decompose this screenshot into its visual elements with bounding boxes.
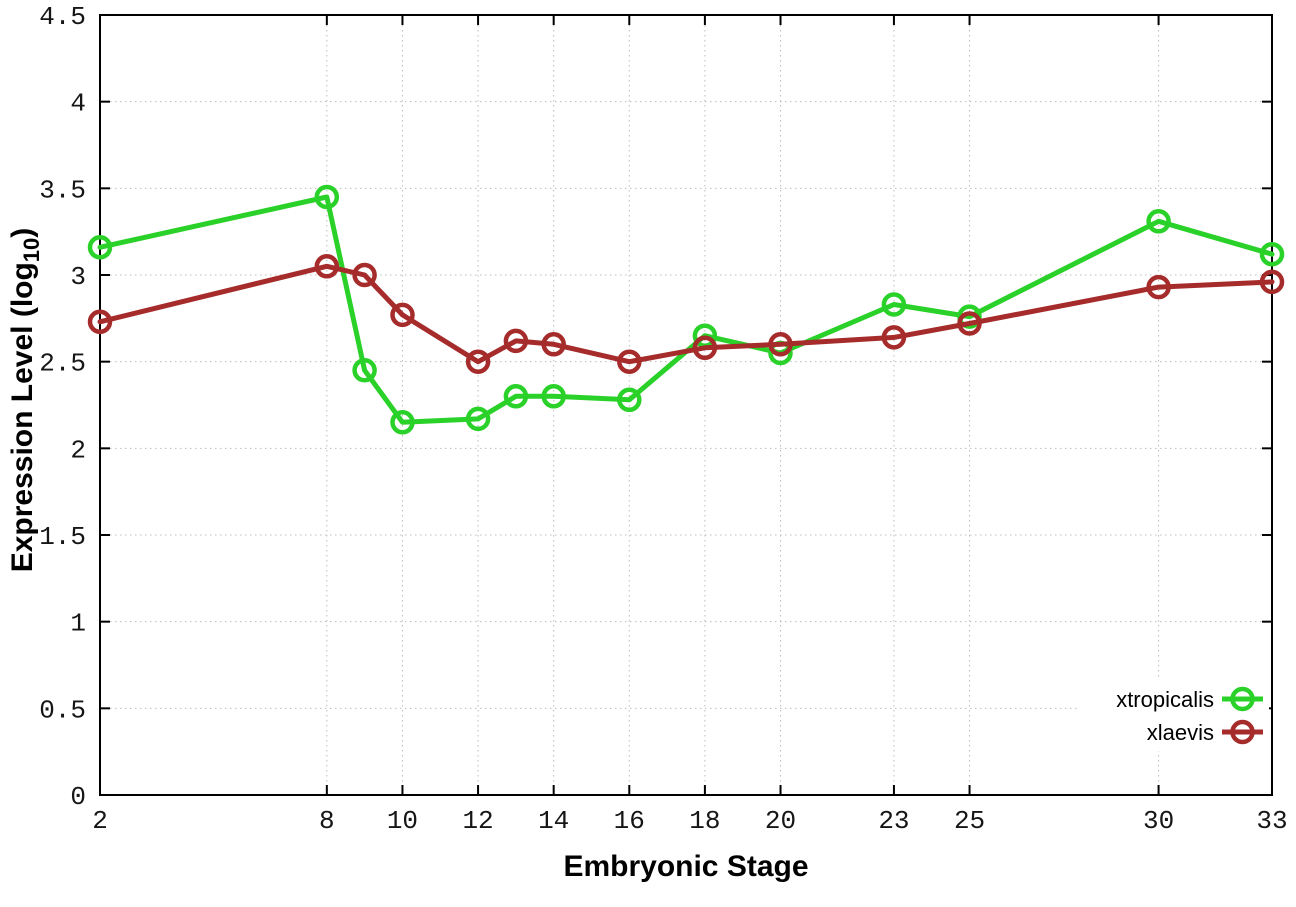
data-point-xlaevis xyxy=(957,311,982,336)
data-point-xtropicalis xyxy=(881,292,907,317)
y-tick-label: 1.5 xyxy=(39,522,86,552)
data-point-xtropicalis xyxy=(617,387,642,413)
series-line-xtropicalis xyxy=(97,194,1275,425)
x-tick-label: 12 xyxy=(462,806,493,836)
data-point-xtropicalis xyxy=(541,384,566,409)
data-point-xtropicalis xyxy=(503,384,529,409)
x-tick-label: 30 xyxy=(1143,806,1174,836)
data-point-xlaevis xyxy=(465,349,491,374)
x-tick-label: 20 xyxy=(765,806,796,836)
data-point-xtropicalis xyxy=(390,410,415,435)
data-point-xlaevis xyxy=(617,349,642,374)
y-tick-label: 2.5 xyxy=(39,349,86,379)
x-tick-label: 25 xyxy=(954,806,985,836)
data-point-xtropicalis xyxy=(465,406,491,432)
y-tick-label: 2 xyxy=(70,435,86,465)
y-tick-label: 4 xyxy=(70,89,86,119)
legend-label-xtropicalis: xtropicalis xyxy=(1116,687,1214,712)
data-point-xlaevis xyxy=(1146,274,1171,300)
x-tick-label: 23 xyxy=(878,806,909,836)
x-tick-label: 14 xyxy=(538,806,569,836)
legend-sample-marker xyxy=(1230,719,1255,745)
data-point-xlaevis xyxy=(503,328,529,354)
data-point-xlaevis xyxy=(87,309,113,335)
x-tick-label: 18 xyxy=(689,806,720,836)
x-tick-label: 2 xyxy=(92,806,108,836)
plot-border xyxy=(99,14,1273,796)
x-tick-label: 33 xyxy=(1256,806,1287,836)
y-tick-label: 3.5 xyxy=(39,175,86,205)
data-point-xlaevis xyxy=(352,262,377,288)
data-point-xtropicalis xyxy=(1146,209,1171,234)
y-tick-label: 0.5 xyxy=(39,695,86,725)
legend-sample-marker xyxy=(1230,686,1255,712)
y-axis-title: Expression Level (log10) xyxy=(6,228,44,573)
data-point-xlaevis xyxy=(881,325,907,350)
legend-label-xlaevis: xlaevis xyxy=(1147,720,1214,745)
data-point-xlaevis xyxy=(1259,269,1285,295)
y-tick-label: 4.5 xyxy=(39,2,86,32)
data-point-xlaevis xyxy=(314,254,340,279)
data-point-xlaevis xyxy=(541,332,566,357)
data-point-xlaevis xyxy=(768,332,793,357)
data-point-xlaevis xyxy=(390,302,415,328)
data-point-xtropicalis xyxy=(1259,241,1285,267)
x-axis-title: Embryonic Stage xyxy=(563,850,808,883)
x-tick-label: 16 xyxy=(614,806,645,836)
series-line-xlaevis xyxy=(97,263,1275,365)
y-tick-label: 3 xyxy=(70,262,86,292)
data-point-xtropicalis xyxy=(87,235,113,260)
y-tick-label: 1 xyxy=(70,609,86,639)
data-point-xlaevis xyxy=(692,335,718,361)
x-tick-label: 10 xyxy=(387,806,418,836)
x-tick-label: 8 xyxy=(319,806,335,836)
y-tick-label: 0 xyxy=(70,782,86,812)
data-point-xtropicalis xyxy=(314,184,340,210)
data-point-xtropicalis xyxy=(352,358,377,383)
